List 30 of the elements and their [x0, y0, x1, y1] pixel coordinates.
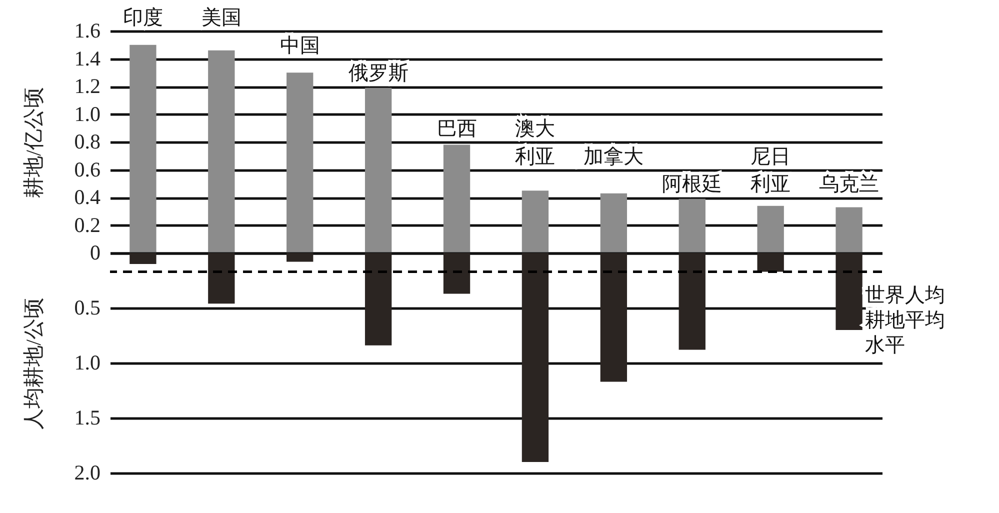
x-tick-label: 阿根廷 [662, 174, 722, 196]
x-tick-label: 印度 [122, 7, 163, 29]
x-tick-label: 美国 [201, 6, 242, 29]
y-tick-label: 0.4 [74, 185, 101, 209]
y-tick-label: 0.2 [74, 212, 100, 237]
x-tick-label: 加拿大 [584, 146, 644, 168]
y-tick-label: 0.5 [74, 296, 100, 320]
y-axis-title: 人均耕地/公顷 [21, 298, 46, 430]
x-tick-label: 乌克兰 [819, 174, 880, 196]
y-axis-title: 耕地/亿公顷 [21, 87, 46, 198]
x-tick-label: 俄罗斯 [348, 62, 408, 84]
y-tick-label: 1.0 [74, 350, 100, 374]
y-tick-label: 1.0 [74, 102, 100, 126]
x-tick-label: 巴西 [436, 118, 477, 140]
y-tick-label: 0 [90, 240, 100, 264]
y-tick-label: 0.8 [74, 130, 100, 154]
bar [208, 253, 235, 304]
y-tick-label: 1.6 [74, 18, 100, 42]
bar [130, 253, 156, 264]
bar [286, 253, 314, 262]
x-tick-label: 中国 [280, 34, 320, 57]
y-tick-label: 1.5 [74, 406, 100, 430]
x-tick-label: 澳大利亚 [515, 118, 556, 168]
y-tick-label: 1.2 [74, 74, 100, 98]
ref-line-label: 世界人均耕地平均水平 [865, 284, 946, 357]
x-tick-label: 尼日利亚 [750, 146, 791, 196]
y-tick-label: 2.0 [74, 460, 100, 484]
y-tick-label: 0.6 [74, 157, 100, 182]
y-tick-label: 1.4 [74, 46, 101, 70]
bar [522, 190, 549, 253]
